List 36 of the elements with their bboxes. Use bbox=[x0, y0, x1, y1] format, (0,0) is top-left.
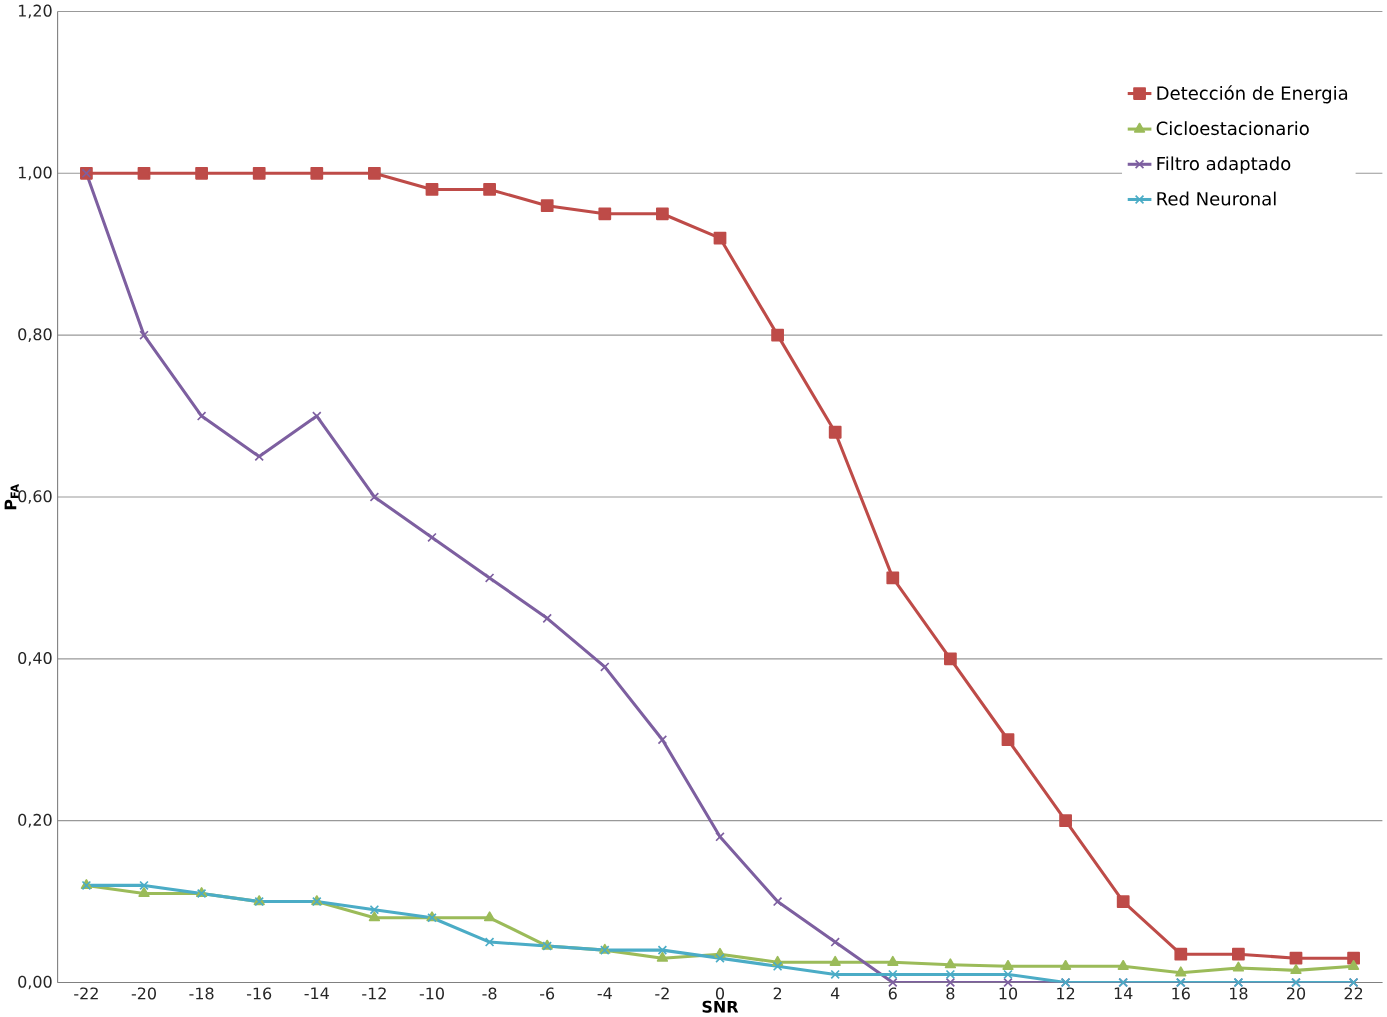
x-tick-label: 0 bbox=[715, 987, 725, 1000]
legend-label: Red Neuronal bbox=[1157, 191, 1276, 206]
x-tick-label: -6 bbox=[540, 987, 555, 1000]
x-tick-label: 22 bbox=[1344, 987, 1363, 1000]
x-tick-label: 18 bbox=[1230, 987, 1248, 1000]
x-tick-label: -4 bbox=[597, 987, 612, 999]
x-tick-label: 10 bbox=[999, 987, 1018, 1000]
y-tick-label: 1,00 bbox=[18, 166, 52, 180]
x-tick-label: -10 bbox=[419, 987, 444, 1000]
y-tick-label: 0,40 bbox=[18, 651, 52, 666]
x-tick-label: -16 bbox=[246, 987, 272, 1000]
legend-label: Detección de Energia bbox=[1157, 85, 1348, 104]
y-tick-label: 1,20 bbox=[18, 4, 52, 19]
x-tick-label: 14 bbox=[1114, 987, 1133, 999]
x-tick-label: 16 bbox=[1172, 987, 1190, 1000]
x-tick-label: 20 bbox=[1287, 987, 1306, 1000]
x-tick-label: -2 bbox=[655, 987, 669, 1000]
x-tick-label: 8 bbox=[946, 987, 955, 1000]
y-tick-label: 0,20 bbox=[18, 813, 52, 828]
y-axis-title: P$_{FA}$ bbox=[4, 483, 19, 510]
y-tick-label: 0,80 bbox=[18, 328, 52, 342]
y-tick-label: 0,00 bbox=[18, 975, 52, 990]
x-tick-label: -18 bbox=[189, 987, 214, 1000]
y-tick-label: 0,60 bbox=[18, 489, 52, 504]
x-tick-label: 2 bbox=[773, 987, 782, 1000]
x-tick-label: 4 bbox=[830, 987, 840, 999]
legend-label: Filtro adaptado bbox=[1157, 156, 1291, 174]
legend-label: Cicloestacionario bbox=[1156, 121, 1309, 135]
x-tick-label: -14 bbox=[304, 987, 329, 999]
x-tick-label: 6 bbox=[888, 987, 897, 1000]
x-tick-label: -20 bbox=[131, 987, 156, 1000]
x-tick-label: -22 bbox=[74, 987, 98, 1000]
x-tick-label: 12 bbox=[1057, 987, 1075, 1000]
x-axis-title: SNR bbox=[702, 1000, 739, 1013]
x-tick-label: -12 bbox=[362, 987, 386, 1000]
x-tick-label: -8 bbox=[482, 987, 497, 1000]
